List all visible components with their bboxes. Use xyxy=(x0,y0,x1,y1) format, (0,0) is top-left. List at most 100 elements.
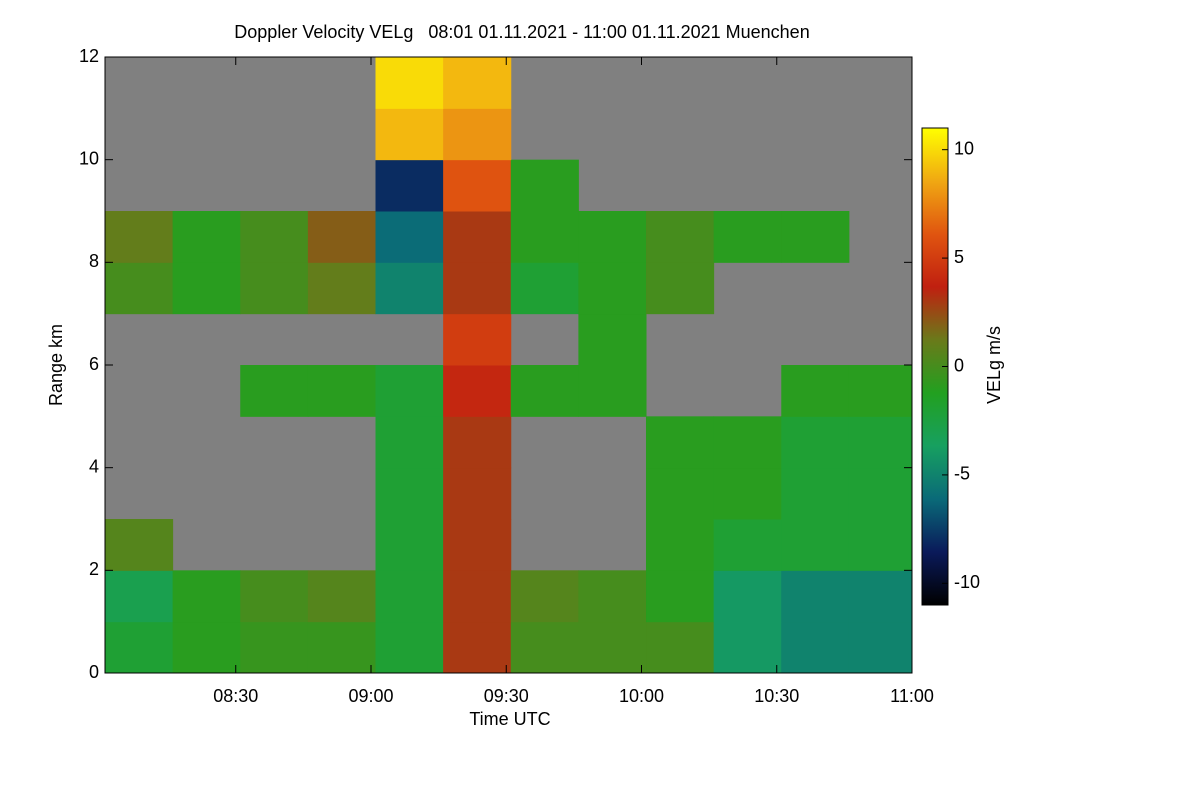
chart-title: Doppler Velocity VELg 08:01 01.11.2021 -… xyxy=(234,22,809,42)
heatmap-cell xyxy=(105,570,174,623)
heatmap-cell xyxy=(646,416,715,469)
heatmap-cell xyxy=(443,57,512,109)
x-tick-label: 10:30 xyxy=(754,686,799,706)
heatmap-cell xyxy=(443,108,512,161)
heatmap-cell xyxy=(375,416,444,469)
heatmap-cell xyxy=(578,262,647,315)
heatmap-cell xyxy=(443,519,512,571)
heatmap-cell xyxy=(510,570,579,623)
heatmap-cell xyxy=(105,519,174,571)
heatmap-cell xyxy=(848,621,913,674)
heatmap-cell xyxy=(375,519,444,571)
heatmap-cell xyxy=(105,621,174,674)
colorbar-tick-label: 0 xyxy=(954,355,964,375)
heatmap-cell xyxy=(848,416,913,469)
x-tick-label: 09:30 xyxy=(484,686,529,706)
heatmap-cell xyxy=(375,57,444,109)
heatmap-cell xyxy=(375,467,444,520)
x-axis-label: Time UTC xyxy=(469,709,550,729)
colorbar-tick-label: -5 xyxy=(954,464,970,484)
heatmap-cell xyxy=(443,416,512,469)
colorbar-tick-label: -10 xyxy=(954,572,980,592)
heatmap-cell xyxy=(578,365,647,417)
y-tick-label: 2 xyxy=(89,559,99,579)
x-tick-label: 09:00 xyxy=(348,686,393,706)
heatmap-cell xyxy=(781,621,850,674)
heatmap-cell xyxy=(375,365,444,417)
heatmap-cell xyxy=(781,570,850,623)
heatmap-cell xyxy=(578,570,647,623)
heatmap-cell xyxy=(510,365,579,417)
heatmap-cell xyxy=(713,519,782,571)
heatmap-cell xyxy=(105,262,174,315)
x-tick-label: 08:30 xyxy=(213,686,258,706)
heatmap-cell xyxy=(443,467,512,520)
heatmap-cell xyxy=(240,211,309,263)
heatmap-cell xyxy=(105,211,174,263)
y-tick-label: 6 xyxy=(89,354,99,374)
heatmap-cell xyxy=(443,262,512,315)
heatmap-cell xyxy=(848,519,913,571)
heatmap-cell xyxy=(646,467,715,520)
heatmap-cell xyxy=(307,621,377,674)
x-tick-label: 10:00 xyxy=(619,686,664,706)
heatmap-cell xyxy=(848,365,913,417)
y-tick-label: 4 xyxy=(89,456,99,476)
y-tick-label: 10 xyxy=(79,148,99,168)
heatmap-cell xyxy=(375,570,444,623)
heatmap-cell xyxy=(443,621,512,674)
heatmap-cell xyxy=(443,159,512,212)
y-tick-label: 0 xyxy=(89,662,99,682)
heatmap-cell xyxy=(781,416,850,469)
y-axis-label: Range km xyxy=(46,324,66,406)
heatmap-cell xyxy=(172,621,241,674)
heatmap-cell xyxy=(240,621,309,674)
heatmap-cell xyxy=(578,211,647,263)
heatmap-cell xyxy=(307,211,377,263)
heatmap-cell xyxy=(713,621,782,674)
heatmap-cell xyxy=(510,621,579,674)
heatmap-cell xyxy=(443,313,512,366)
heatmap-cell xyxy=(375,108,444,161)
heatmap-cell xyxy=(578,313,647,366)
heatmap-cell xyxy=(375,262,444,315)
heatmap-cell xyxy=(172,570,241,623)
heatmap-cell xyxy=(307,365,377,417)
heatmap-cell xyxy=(240,570,309,623)
heatmap-cell xyxy=(172,211,241,263)
heatmap-cell xyxy=(240,365,309,417)
heatmap-cell xyxy=(781,211,850,263)
heatmap-cell xyxy=(375,621,444,674)
y-tick-label: 8 xyxy=(89,251,99,271)
heatmap-cell xyxy=(307,262,377,315)
heatmap-cell xyxy=(646,621,715,674)
heatmap-cell xyxy=(375,211,444,263)
colorbar-tick-label: 5 xyxy=(954,247,964,267)
heatmap-cell xyxy=(307,570,377,623)
heatmap-cell xyxy=(713,416,782,469)
y-tick-label: 12 xyxy=(79,46,99,66)
heatmap-cell xyxy=(443,570,512,623)
heatmap-cell xyxy=(172,262,241,315)
heatmap-cell xyxy=(646,262,715,315)
heatmap-cell xyxy=(443,365,512,417)
heatmap-cell xyxy=(781,365,850,417)
heatmap-cell xyxy=(646,570,715,623)
heatmap-cell xyxy=(646,519,715,571)
heatmap-cell xyxy=(510,211,579,263)
heatmap-cell xyxy=(510,262,579,315)
colorbar-tick-label: 10 xyxy=(954,138,974,158)
heatmap-cell xyxy=(646,211,715,263)
colorbar-label: VELg m/s xyxy=(984,326,1004,404)
heatmap-cell xyxy=(713,570,782,623)
heatmap-cell xyxy=(510,159,579,212)
heatmap-cell xyxy=(848,570,913,623)
heatmap-cell xyxy=(240,262,309,315)
heatmap-cell xyxy=(781,467,850,520)
heatmap-cell xyxy=(848,467,913,520)
heatmap-cell xyxy=(713,211,782,263)
x-tick-label: 11:00 xyxy=(890,686,934,706)
heatmap-cell xyxy=(443,211,512,263)
